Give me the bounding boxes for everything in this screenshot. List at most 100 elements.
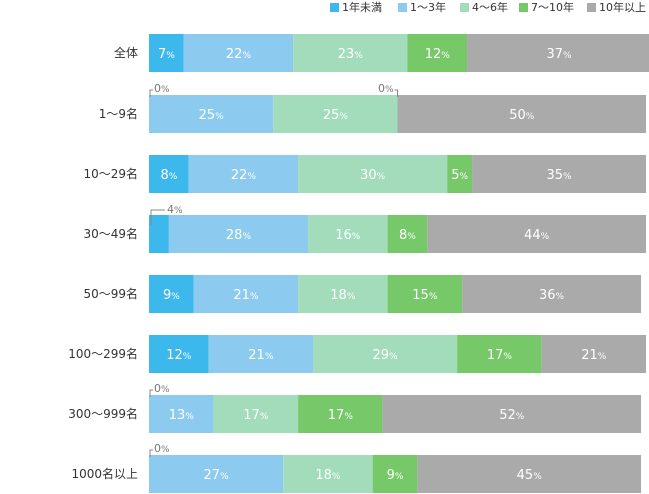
data-label: 21%: [233, 288, 259, 303]
data-label: 9%: [163, 288, 180, 303]
bar-segment-4: [387, 275, 463, 313]
data-label: 13%: [169, 408, 195, 423]
callout-line: [394, 89, 398, 97]
bar-row-2: 1〜9名 25% 25% 50% 0% 0%: [99, 82, 646, 133]
bar-segment-3: [273, 95, 398, 133]
bar-row-6: 100〜299名 12% 21% 29% 17% 21%: [68, 335, 646, 373]
callout-line: [149, 89, 153, 97]
bar-row-7: 300〜999名 13% 17% 17% 52% 0%: [68, 382, 642, 433]
bar-segment-2: [149, 95, 274, 133]
bar-segment-3: [213, 395, 299, 433]
bar-row-8: 1000名以上 27% 18% 9% 45% 0%: [71, 442, 642, 493]
data-label-outside: 4%: [167, 203, 183, 216]
data-label-outside: 0%: [154, 82, 170, 95]
bar-segment-5: [541, 335, 646, 373]
bar-segment-1: [149, 215, 169, 253]
data-label-outside: 0%: [154, 442, 170, 455]
data-label: 7%: [158, 47, 175, 62]
bar-row-4: 30〜49名 4% 28% 16% 8% 44%: [83, 203, 646, 253]
data-label: 30%: [360, 168, 386, 183]
bar-segment-2: [188, 155, 299, 193]
legend-label-5: 10年以上: [599, 0, 646, 14]
legend-label-1: 1年未満: [342, 0, 382, 14]
callout-line: [149, 389, 153, 397]
bar-segment-5: [382, 395, 642, 433]
bar-segment-3: [298, 155, 448, 193]
bar-segment-3: [313, 335, 458, 373]
chart-rows: 全体 7% 22% 23% 12% 37% 1〜9名 25% 25% 50% 0% 0% 10〜29名 8…: [68, 34, 649, 493]
data-label: 29%: [373, 348, 399, 363]
bar-segment-5: [417, 455, 642, 493]
data-label: 27%: [204, 468, 230, 483]
bar-segment-1: [149, 155, 189, 193]
legend-label-2: 1〜3年: [410, 0, 446, 14]
bar-segment-4: [387, 215, 428, 253]
bar-segment-3: [283, 455, 373, 493]
legend-swatch-4: [519, 3, 528, 12]
data-label-outside: 0%: [154, 382, 170, 395]
category-label: 全体: [114, 45, 138, 60]
bar-segment-1: [149, 34, 184, 72]
data-label: 18%: [330, 288, 356, 303]
bar-segment-2: [149, 455, 284, 493]
data-label: 15%: [412, 288, 438, 303]
legend-swatch-2: [398, 3, 407, 12]
data-label: 37%: [546, 47, 572, 62]
bar-segment-2: [168, 215, 309, 253]
bar-row-5: 50〜99名 9% 21% 18% 15% 36%: [83, 275, 642, 313]
legend-swatch-1: [330, 3, 339, 12]
data-label: 25%: [199, 108, 225, 123]
data-label: 5%: [451, 168, 468, 183]
data-label: 44%: [524, 228, 550, 243]
category-label: 30〜49名: [83, 226, 138, 241]
category-label: 1〜9名: [99, 106, 138, 121]
category-label: 1000名以上: [71, 466, 138, 481]
data-label: 52%: [499, 408, 525, 423]
data-label: 22%: [231, 168, 257, 183]
data-label: 18%: [315, 468, 341, 483]
data-label: 50%: [509, 108, 535, 123]
bar-segment-4: [372, 455, 418, 493]
data-label: 21%: [248, 348, 274, 363]
legend-label-3: 4〜6年: [472, 0, 508, 14]
data-label: 16%: [335, 228, 361, 243]
data-label: 17%: [328, 408, 354, 423]
bar-segment-5: [427, 215, 646, 253]
category-label: 10〜29名: [83, 166, 138, 181]
data-label: 21%: [581, 348, 607, 363]
data-label: 12%: [425, 47, 451, 62]
bar-segment-4: [407, 34, 468, 72]
legend-swatch-3: [460, 3, 469, 12]
bar-segment-1: [149, 275, 194, 313]
bar-segment-2: [208, 335, 314, 373]
bar-segment-3: [293, 34, 408, 72]
bar-segment-1: [149, 335, 209, 373]
bar-segment-5: [472, 155, 646, 193]
callout-line: [150, 209, 165, 225]
bar-segment-3: [298, 275, 388, 313]
data-label-outside: 0%: [378, 82, 394, 95]
bar-segment-4: [298, 395, 383, 433]
data-label: 28%: [226, 228, 252, 243]
data-label: 8%: [399, 228, 416, 243]
bar-segment-5: [397, 95, 646, 133]
legend-swatch-5: [587, 3, 596, 12]
bar-row-3: 10〜29名 8% 22% 30% 5% 35%: [83, 155, 646, 193]
data-label: 35%: [546, 168, 572, 183]
data-label: 45%: [517, 468, 543, 483]
category-label: 100〜299名: [68, 346, 138, 361]
bar-row-1: 全体 7% 22% 23% 12% 37%: [114, 34, 649, 72]
data-label: 17%: [243, 408, 269, 423]
data-label: 8%: [160, 168, 177, 183]
category-label: 300〜999名: [68, 406, 138, 421]
callout-line: [149, 449, 153, 457]
legend-label-4: 7〜10年: [531, 0, 574, 14]
data-label: 36%: [539, 288, 565, 303]
bar-segment-5: [462, 275, 642, 313]
data-label: 25%: [323, 108, 349, 123]
data-label: 9%: [387, 468, 404, 483]
bar-segment-5: [467, 34, 649, 72]
bar-segment-4: [457, 335, 542, 373]
bar-segment-4: [447, 155, 473, 193]
